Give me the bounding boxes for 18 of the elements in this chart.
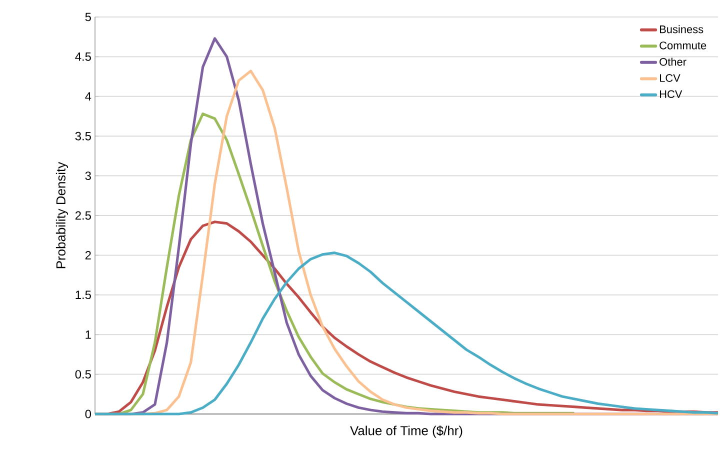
legend-label: Other xyxy=(660,58,686,66)
y-axis-title: Probability Density xyxy=(56,162,68,268)
y-tick-label: 3.5 xyxy=(75,132,91,140)
legend-label: Business xyxy=(660,25,704,34)
y-tick-label: 4 xyxy=(85,92,92,101)
legend-label: HCV xyxy=(660,90,682,98)
y-tick-label: 3 xyxy=(85,172,91,180)
y-tick-label: 4.5 xyxy=(75,52,91,61)
y-tick-label: 1.5 xyxy=(76,290,91,300)
y-tick-label: 0 xyxy=(85,410,92,418)
x-axis-title: Value of Time ($/hr) xyxy=(350,426,462,438)
legend-label: Commute xyxy=(660,42,706,50)
y-tick-label: 2.5 xyxy=(75,211,91,220)
y-tick-label: 0.5 xyxy=(75,370,91,379)
y-tick-label: 1 xyxy=(86,330,91,339)
y-tick-label: 5 xyxy=(85,12,91,22)
y-tick-label: 2 xyxy=(85,251,91,260)
legend-label: LCV xyxy=(660,74,680,82)
